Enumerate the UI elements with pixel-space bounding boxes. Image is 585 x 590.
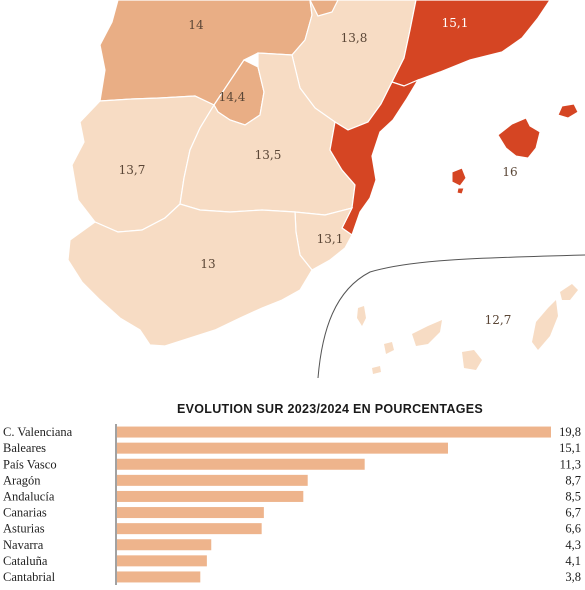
value-label: 8,7	[565, 473, 581, 487]
bar	[117, 490, 304, 502]
value-label: 8,5	[565, 489, 581, 503]
label-andalucia: 13	[200, 257, 215, 271]
label-aragon: 13,8	[341, 31, 368, 45]
bar	[117, 571, 201, 583]
category-label: C. Valenciana	[3, 425, 73, 439]
map-svg: 14 14,4 13,8 15,1 13,7 13,5 15,1 16 13,1…	[67, 0, 585, 379]
label-castilla-la-mancha: 13,5	[255, 148, 282, 162]
value-label: 6,6	[565, 522, 581, 536]
label-baleares: 16	[502, 165, 517, 179]
category-label: Aragón	[3, 473, 41, 487]
category-label: País Vasco	[3, 457, 57, 471]
region-canarias-la-palma	[357, 306, 366, 326]
value-label: 11,3	[560, 457, 581, 471]
bar	[117, 507, 264, 519]
region-canarias-gran-canaria	[462, 350, 482, 370]
label-murcia: 13,1	[317, 232, 344, 246]
label-castilla-leon: 14	[188, 18, 204, 32]
region-baleares-ibiza	[451, 167, 467, 187]
region-baleares-mallorca	[497, 117, 541, 159]
category-label: Cataluña	[3, 554, 48, 568]
region-la-rioja	[309, 0, 339, 17]
region-baleares-menorca	[557, 103, 579, 119]
region-canarias-hierro	[372, 366, 381, 374]
bar	[117, 555, 207, 567]
region-canarias-tenerife	[412, 320, 442, 346]
value-label: 19,8	[559, 425, 581, 439]
bar	[117, 539, 212, 551]
region-canarias-fuerteventura	[532, 300, 558, 350]
value-label: 4,1	[565, 554, 581, 568]
region-andalucia	[67, 203, 313, 347]
value-label: 15,1	[559, 441, 581, 455]
evolution-bar-chart: EVOLUTION SUR 2023/2024 EN POURCENTAGES …	[0, 400, 585, 585]
category-label: Andalucía	[3, 489, 55, 503]
region-canarias-lanzarote	[560, 284, 578, 300]
label-canarias: 12,7	[485, 313, 512, 327]
category-label: Canarias	[3, 506, 47, 520]
category-label: Baleares	[3, 441, 46, 455]
region-cataluna	[391, 0, 551, 87]
category-label: Cantabrial	[3, 570, 56, 584]
bar	[117, 442, 448, 454]
category-label: Asturias	[3, 522, 45, 536]
category-label: Navarra	[3, 538, 44, 552]
canarias-inset-border	[317, 254, 585, 379]
region-canarias-gomera	[384, 342, 394, 354]
value-label: 3,8	[565, 570, 581, 584]
label-extremadura: 13,7	[119, 163, 146, 177]
spain-map: 14 14,4 13,8 15,1 13,7 13,5 15,1 16 13,1…	[67, 0, 585, 379]
bar	[117, 474, 308, 486]
value-label: 6,7	[565, 506, 581, 520]
bar	[117, 523, 262, 535]
bars-svg: C. Valenciana 19,8 Baleares 15,1 País Vasco 1…	[3, 424, 581, 585]
label-cataluna: 15,1	[442, 16, 469, 30]
label-madrid: 14,4	[219, 90, 246, 104]
label-valencia: 15,1	[383, 142, 410, 156]
region-baleares-formentera	[456, 187, 465, 195]
bar	[117, 426, 551, 438]
bar	[117, 458, 365, 470]
chart-title: EVOLUTION SUR 2023/2024 EN POURCENTAGES	[177, 402, 483, 416]
value-label: 4,3	[565, 538, 581, 552]
